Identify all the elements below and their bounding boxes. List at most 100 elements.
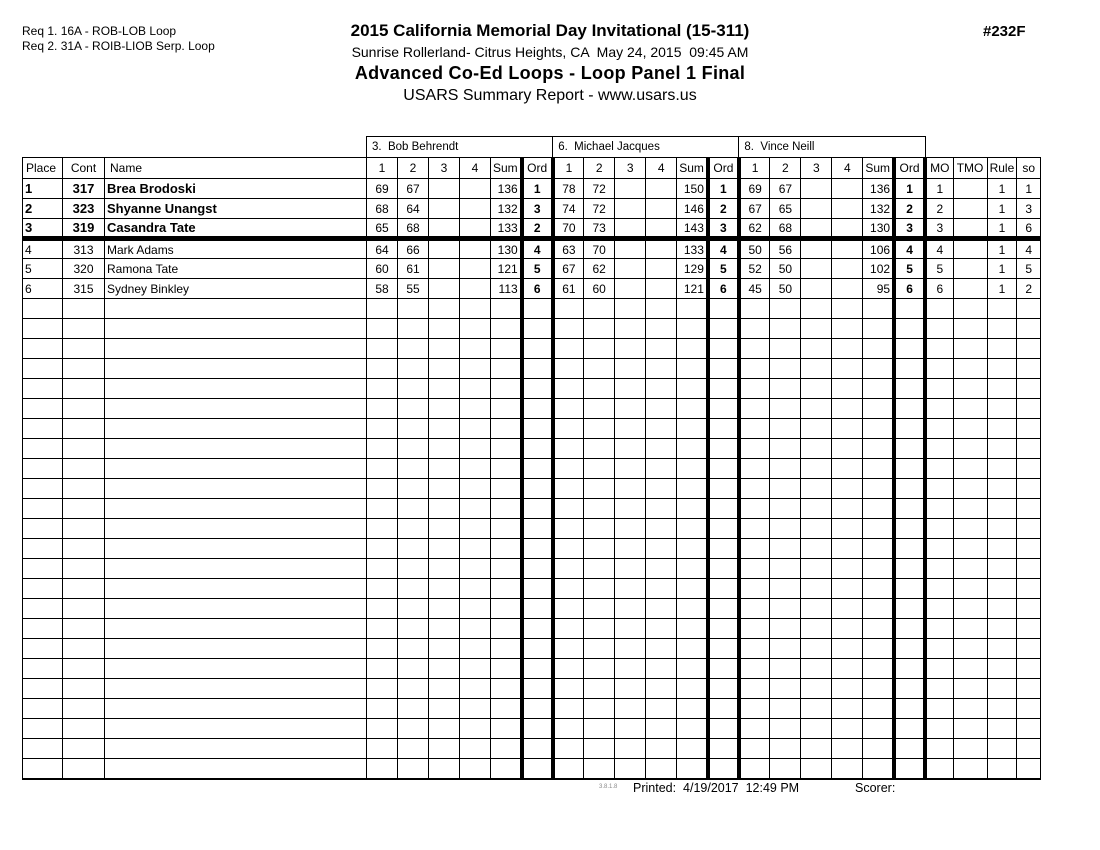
ord-cell [705,438,741,459]
ord-cell [519,378,555,399]
place-cell [22,538,63,559]
rule-cell [986,638,1018,659]
score-cell [738,658,771,679]
rule-cell: 1 [986,178,1018,199]
sum-cell [862,618,895,639]
requirements-block: Req 1. 16A - ROB-LOB Loop Req 2. 31A - R… [22,24,215,54]
score-cell: 67 [552,258,585,279]
place-cell [22,578,63,599]
score-cell [366,578,398,599]
score-cell [614,658,647,679]
ord-cell: 1 [705,178,741,199]
score-cell [397,538,429,559]
sum-cell [489,418,523,439]
ord-cell: 5 [519,258,555,279]
sum-cell [862,658,895,679]
mo-cell: 6 [924,278,954,299]
score-cell [459,718,491,739]
ord-cell [892,598,928,619]
ord-cell [519,298,555,319]
mo-cell [924,358,954,379]
score-cell: 78 [552,178,585,199]
mo-cell [924,638,954,659]
score-cell [366,478,398,499]
score-cell [831,318,864,339]
score-cell [366,598,398,619]
score-cell: 67 [738,198,771,219]
score-cell [583,638,616,659]
cont-cell [62,378,105,399]
score-cell [614,318,647,339]
score-cell [645,618,678,639]
score-cell [366,718,398,739]
name-cell: Mark Adams [104,238,367,259]
score-cell: 67 [769,178,802,199]
score-cell [614,378,647,399]
score-cell [800,478,833,499]
score-cell: 61 [552,278,585,299]
score-cell [552,298,585,319]
place-cell [22,678,63,699]
score-cell: 64 [366,238,398,259]
name-cell [104,638,367,659]
cont-cell [62,458,105,479]
mo-cell [924,418,954,439]
so-cell: 5 [1016,258,1042,279]
so-cell [1016,578,1042,599]
place-cell [22,338,63,359]
score-cell [428,758,460,780]
sum-cell [862,338,895,359]
header-j1-trial3: 3 [428,157,460,179]
score-cell [459,738,491,759]
sum-cell [489,598,523,619]
tmo-cell [952,598,988,619]
header-j3-trial2: 2 [769,157,802,179]
score-cell [769,518,802,539]
score-cell [366,758,398,780]
score-cell: 63 [552,238,585,259]
score-cell [366,378,398,399]
ord-cell [892,698,928,719]
score-cell [459,298,491,319]
score-cell [552,558,585,579]
score-cell [738,478,771,499]
place-cell [22,438,63,459]
rule-cell [986,598,1018,619]
score-cell [366,638,398,659]
sum-cell [676,438,709,459]
mo-cell [924,318,954,339]
score-cell [397,598,429,619]
score-cell [645,298,678,319]
place-cell: 2 [22,198,63,219]
ord-cell [705,738,741,759]
score-cell: 69 [738,178,771,199]
empty-row [22,718,1042,739]
score-cell [459,698,491,719]
ord-cell [892,578,928,599]
score-cell [397,638,429,659]
ord-cell [705,298,741,319]
ord-cell [705,478,741,499]
score-cell [614,538,647,559]
score-cell [831,518,864,539]
score-cell [831,618,864,639]
score-cell [397,478,429,499]
tmo-cell [952,338,988,359]
sum-cell [489,298,523,319]
sum-cell [489,538,523,559]
score-cell [800,498,833,519]
ord-cell [519,618,555,639]
result-row: 5 320 Ramona Tate 60 61 121 5 67 62 129 5 52 50 102 5 5… [22,258,1042,279]
score-cell [738,558,771,579]
place-cell: 6 [22,278,63,299]
score-cell [800,418,833,439]
mo-cell [924,698,954,719]
sum-cell [676,718,709,739]
sum-cell [676,378,709,399]
score-cell [645,498,678,519]
sum-cell: 136 [862,178,895,199]
score-cell [459,678,491,699]
sum-cell [862,458,895,479]
sum-cell [862,598,895,619]
so-cell: 2 [1016,278,1042,299]
